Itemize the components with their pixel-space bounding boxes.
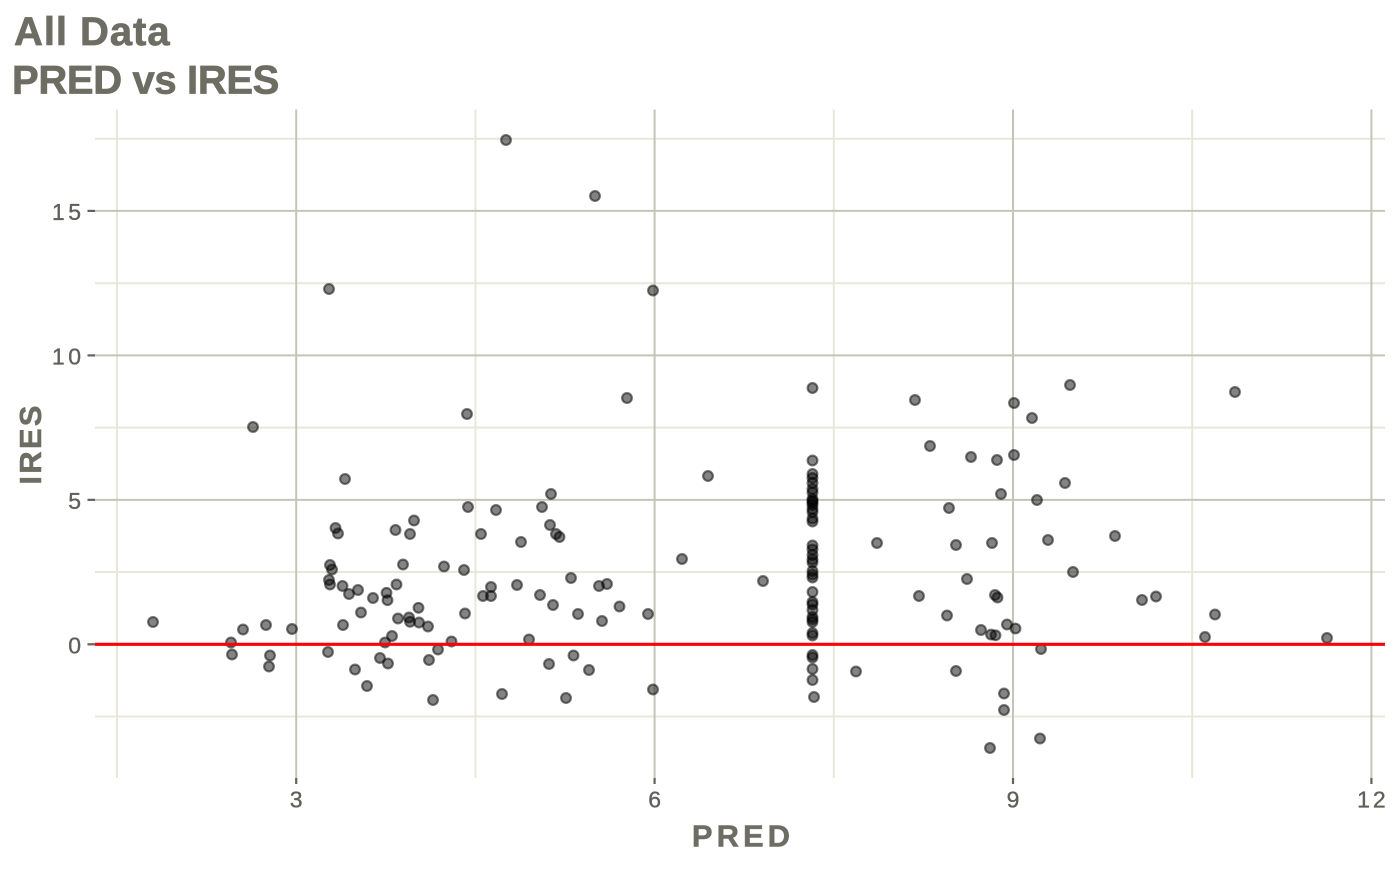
svg-text:3: 3 — [290, 787, 306, 813]
svg-text:9: 9 — [1007, 787, 1023, 813]
svg-text:0: 0 — [68, 632, 84, 658]
svg-text:IRES: IRES — [13, 403, 48, 484]
svg-text:6: 6 — [648, 787, 664, 813]
svg-text:5: 5 — [68, 488, 84, 514]
svg-text:PRED vs IRES: PRED vs IRES — [12, 59, 279, 103]
svg-text:15: 15 — [52, 199, 85, 225]
svg-text:All Data: All Data — [14, 10, 171, 54]
svg-text:12: 12 — [1357, 787, 1389, 813]
svg-text:PRED: PRED — [692, 819, 794, 854]
svg-text:10: 10 — [52, 343, 85, 369]
